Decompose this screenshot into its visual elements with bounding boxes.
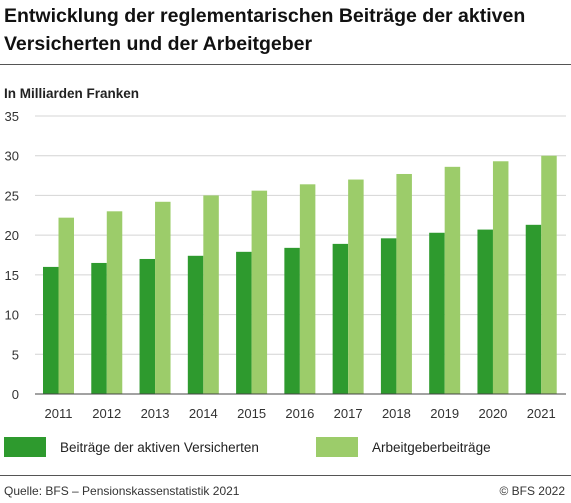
- bar-arbeitgeber-2012: [106, 211, 123, 394]
- bar-arbeitgeber-2020: [492, 161, 509, 394]
- bar-aktive-versicherte-2013: [139, 258, 156, 394]
- x-tick-label-2020: 2020: [478, 406, 507, 421]
- bar-aktive-versicherte-2011: [43, 266, 59, 394]
- bar-aktive-versicherte-2012: [91, 262, 107, 394]
- y-tick-label-10: 10: [5, 308, 19, 323]
- x-tick-label-2019: 2019: [430, 406, 459, 421]
- y-tick-label-30: 30: [5, 149, 19, 164]
- y-tick-label-35: 35: [5, 109, 19, 124]
- legend-label-arbeitgeber: Arbeitgeberbeiträge: [372, 439, 491, 455]
- source-note: Quelle: BFS – Pensionskassenstatistik 20…: [4, 484, 240, 498]
- x-tick-label-2015: 2015: [237, 406, 266, 421]
- legend-swatch-arbeitgeber: [316, 437, 358, 457]
- y-tick-label-25: 25: [5, 188, 19, 203]
- legend-item-aktive-versicherte: Beiträge der aktiven Versicherten: [4, 436, 259, 458]
- bar-aktive-versicherte-2018: [380, 238, 397, 394]
- chart-title: Entwicklung der reglementarischen Beiträ…: [4, 5, 526, 55]
- bar-arbeitgeber-2018: [396, 173, 412, 394]
- y-axis-unit-label: In Milliarden Franken: [4, 86, 140, 101]
- bar-aktive-versicherte-2020: [477, 229, 493, 394]
- y-tick-label-20: 20: [5, 228, 19, 243]
- y-tick-label-5: 5: [12, 347, 19, 362]
- bar-arbeitgeber-2014: [203, 195, 219, 394]
- bar-chart: 0 5 10 15 20 25 30 35 2011 2012 2013 2014 2015 2016 20…: [5, 109, 566, 421]
- x-tick-label-2014: 2014: [189, 406, 218, 421]
- bar-aktive-versicherte-2016: [284, 247, 300, 394]
- x-tick-label-2016: 2016: [285, 406, 314, 421]
- y-tick-label-0: 0: [12, 387, 19, 402]
- copyright-note: © BFS 2022: [499, 484, 565, 498]
- x-tick-label-2018: 2018: [382, 406, 411, 421]
- footer-divider: [0, 475, 571, 476]
- bar-aktive-versicherte-2014: [187, 255, 204, 394]
- bar-arbeitgeber-2019: [444, 166, 461, 394]
- bar-aktive-versicherte-2015: [236, 251, 252, 394]
- x-tick-label-2017: 2017: [334, 406, 363, 421]
- x-tick-label-2021: 2021: [527, 406, 556, 421]
- bar-arbeitgeber-2017: [348, 179, 364, 394]
- bars: [43, 155, 557, 394]
- bar-arbeitgeber-2013: [155, 201, 171, 394]
- x-tick-label-2011: 2011: [45, 406, 73, 421]
- legend-label-aktive-versicherte: Beiträge der aktiven Versicherten: [60, 439, 259, 455]
- axes: 0 5 10 15 20 25 30 35 2011 2012 2013 2014 2015 2016 20…: [5, 109, 566, 421]
- legend-item-arbeitgeber: Arbeitgeberbeiträge: [316, 436, 491, 458]
- bar-arbeitgeber-2015: [251, 190, 268, 394]
- title-divider: [0, 64, 571, 65]
- y-tick-label-15: 15: [5, 268, 19, 283]
- bar-aktive-versicherte-2019: [429, 232, 445, 394]
- bar-arbeitgeber-2021: [541, 155, 557, 394]
- x-tick-label-2013: 2013: [141, 406, 170, 421]
- legend-swatch-aktive-versicherte: [4, 437, 46, 457]
- bar-arbeitgeber-2011: [58, 217, 74, 394]
- bar-aktive-versicherte-2021: [525, 224, 542, 394]
- x-tick-label-2012: 2012: [92, 406, 121, 421]
- bar-aktive-versicherte-2017: [332, 243, 349, 394]
- bar-arbeitgeber-2016: [299, 184, 316, 394]
